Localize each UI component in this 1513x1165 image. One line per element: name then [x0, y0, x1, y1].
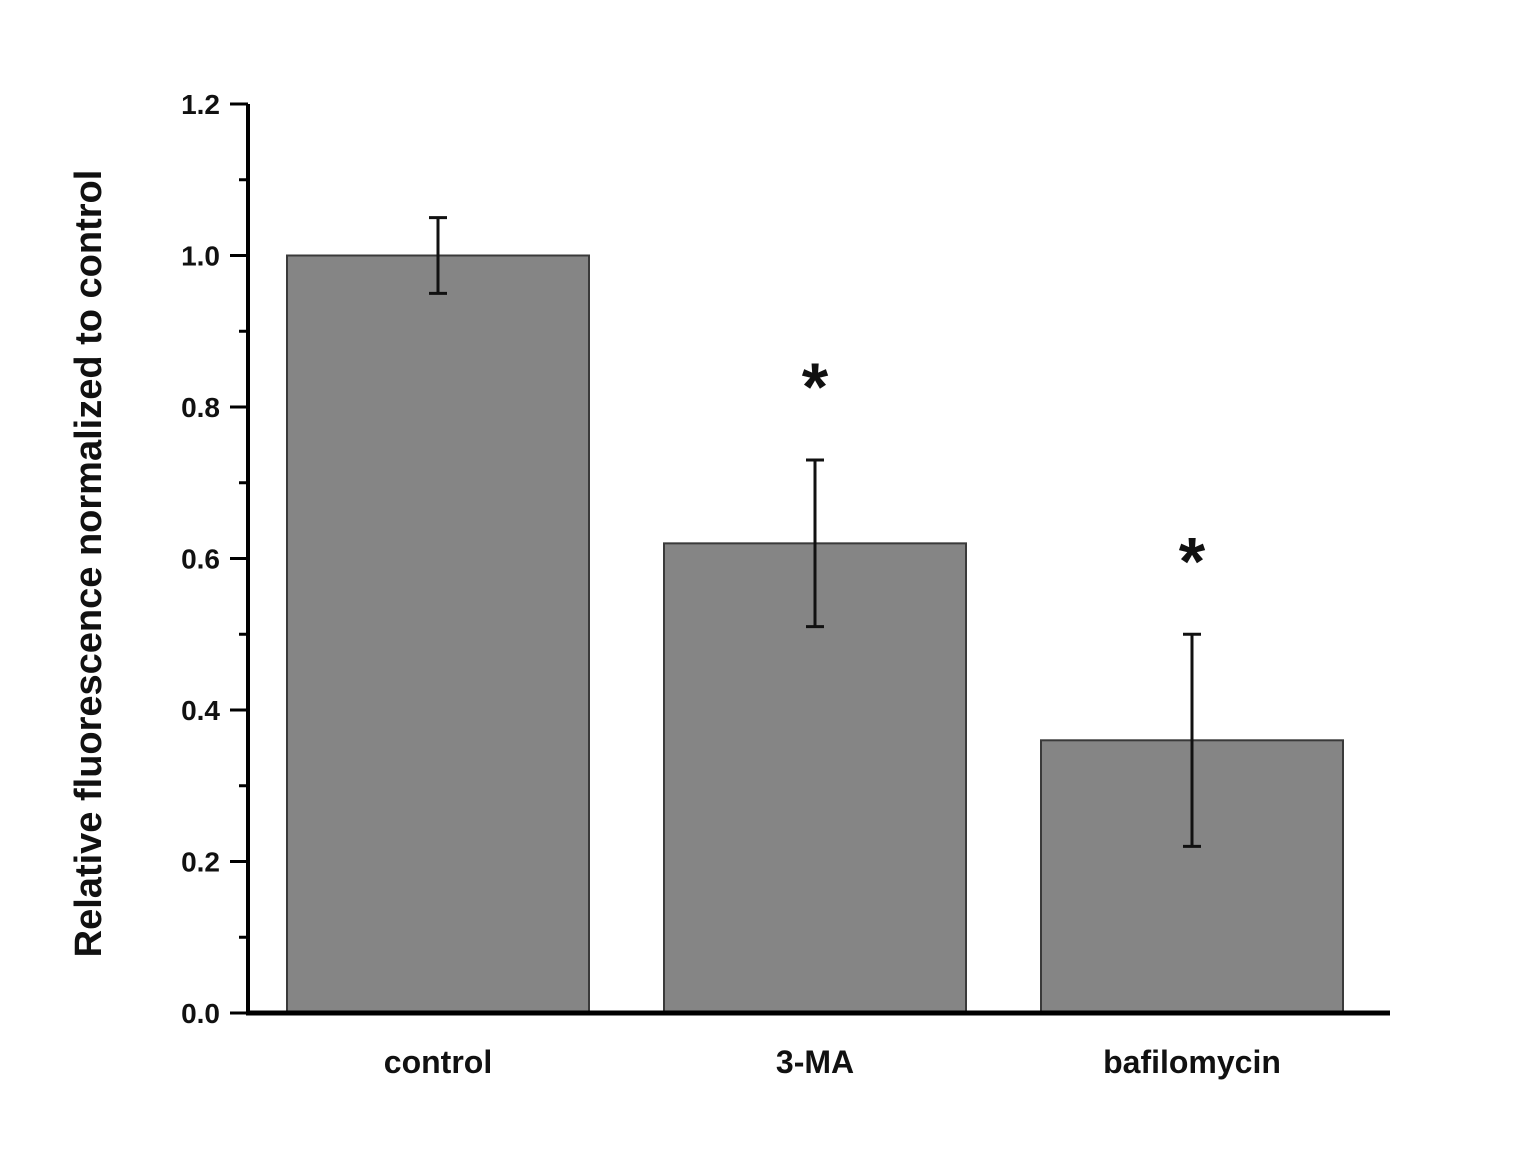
y-tick-label: 1.0	[181, 241, 220, 272]
y-axis-title: Relative fluorescence normalized to cont…	[68, 170, 110, 958]
significance-marker: *	[802, 349, 829, 425]
annotations-layer: **	[802, 349, 1206, 599]
error-bar-bafilomycin	[1183, 632, 1201, 848]
error-bar-control	[429, 216, 447, 295]
category-labels-layer: control 3-MA bafilomycin	[384, 1044, 1281, 1080]
error-bar-3-MA	[806, 458, 824, 629]
y-ticks-layer: 0.0 0.2 0.4 0.6 0.8 1.0 1.2	[181, 89, 248, 1029]
x-category-label: 3-MA	[776, 1044, 854, 1080]
x-category-label: control	[384, 1044, 492, 1080]
y-tick-label: 0.2	[181, 847, 220, 878]
y-tick-label: 0.6	[181, 544, 220, 575]
bar-control	[286, 254, 590, 1014]
y-tick-label: 1.2	[181, 89, 220, 120]
significance-marker: *	[1179, 523, 1206, 599]
y-tick-label: 0.8	[181, 392, 220, 423]
x-category-label: bafilomycin	[1103, 1044, 1281, 1080]
error-bars-layer	[429, 216, 1201, 848]
y-tick-label: 0.4	[181, 695, 220, 726]
y-tick-label: 0.0	[181, 998, 220, 1029]
